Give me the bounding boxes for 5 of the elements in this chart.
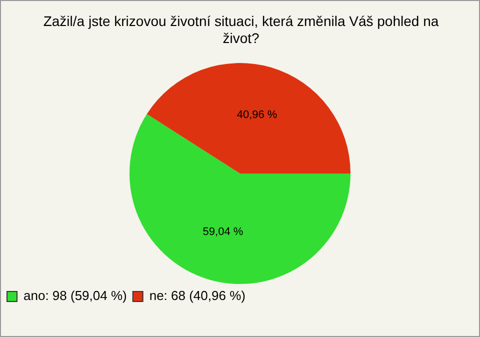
legend-label: ano: 98 (59,04 %) bbox=[24, 288, 127, 304]
data-label: 59,04 % bbox=[202, 226, 244, 238]
legend-label: ne: 68 (40,96 %) bbox=[149, 288, 246, 304]
data-label: 40,96 % bbox=[236, 109, 278, 122]
chart-title: Zažil/a jste krizovou životní situaci, která změnila Váš pohled na život? bbox=[42, 13, 440, 47]
